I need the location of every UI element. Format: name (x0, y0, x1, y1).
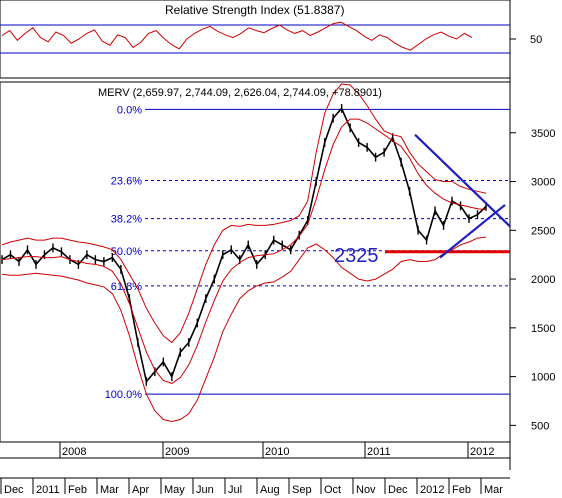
rsi-line (1, 21, 473, 51)
month-label: Sep (292, 484, 312, 496)
fib-level-label: 0.0% (117, 104, 142, 116)
axis-layer: 2008 2009 2010 2011 2012 Dec 2011 Feb Mar Apr May J… (0, 442, 503, 496)
support-label: 2325 (334, 245, 379, 267)
fib-level-label: 23.6% (111, 176, 142, 188)
year-label: 2010 (265, 446, 289, 458)
month-label: Oct (324, 484, 341, 496)
year-label: 2011 (367, 446, 391, 458)
month-label: Dec (388, 484, 408, 496)
price-layer: 0.0%23.6%38.2%50.0%61.8%100.0%5001000150… (1, 83, 555, 432)
price-title: MERV (2,659.97, 2,744.09, 2,626.04, 2,74… (98, 87, 382, 99)
bollinger-band-line (1, 83, 487, 344)
rsi-layer: 50 (0, 21, 542, 54)
rsi-title: Relative Strength Index (51.8387) (165, 3, 344, 17)
month-label: Dec (4, 484, 24, 496)
month-label: Jun (196, 484, 214, 496)
trendline-ascending (439, 204, 506, 259)
month-label: 2012 (420, 484, 444, 496)
month-label: Apr (132, 484, 149, 496)
month-label: Aug (260, 484, 280, 496)
year-label: 2008 (62, 446, 86, 458)
month-label: Nov (356, 484, 376, 496)
year-label: 2012 (470, 446, 494, 458)
month-label: May (164, 484, 185, 496)
price-tick-label: 1000 (531, 372, 555, 384)
month-label: Feb (452, 484, 471, 496)
month-label: Mar (484, 484, 503, 496)
trendline-descending (414, 133, 511, 228)
price-tick-label: 3000 (531, 177, 555, 189)
price-line (1, 106, 487, 384)
month-label: 2011 (36, 484, 60, 496)
price-tick-label: 2000 (531, 274, 555, 286)
price-tick-label: 3500 (531, 128, 555, 140)
price-tick-label: 1500 (531, 323, 555, 335)
month-label: Feb (68, 484, 87, 496)
bollinger-band-line (1, 118, 487, 384)
price-tick-label: 500 (531, 420, 549, 432)
month-label: Jul (228, 484, 242, 496)
fib-level-label: 100.0% (105, 389, 143, 401)
year-label: 2009 (165, 446, 189, 458)
fib-level-label: 50.0% (111, 246, 142, 258)
bollinger-band-line (1, 236, 487, 423)
fib-level-label: 38.2% (111, 214, 142, 226)
rsi-tick-label: 50 (530, 34, 542, 46)
price-tick-label: 2500 (531, 225, 555, 237)
month-label: Mar (100, 484, 119, 496)
